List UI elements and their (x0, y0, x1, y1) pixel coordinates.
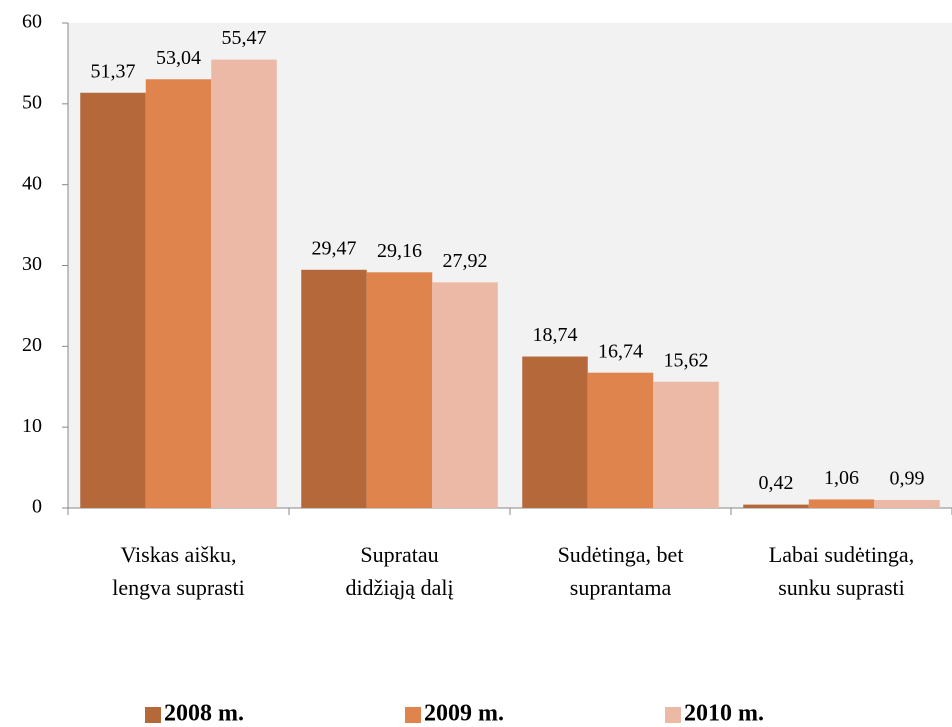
y-tick-label: 10 (22, 415, 42, 437)
bar (145, 79, 212, 508)
value-label: 29,47 (312, 237, 357, 259)
bar (808, 499, 875, 508)
bar (874, 499, 940, 508)
y-tick-label: 50 (22, 91, 42, 113)
legend-swatch (405, 707, 421, 723)
bar (743, 504, 809, 508)
value-label: 16,74 (598, 340, 643, 362)
y-tick-label: 40 (22, 172, 42, 194)
y-tick-label: 20 (22, 334, 42, 356)
value-label: 29,16 (377, 240, 422, 262)
bar (80, 92, 146, 509)
x-tick-label: Labai sudėtinga, sunku suprasti (768, 542, 915, 600)
bar (301, 269, 367, 508)
value-label: 1,06 (824, 467, 859, 489)
bar (432, 282, 498, 508)
legend-swatch (665, 707, 681, 723)
value-label: 0,42 (759, 472, 794, 494)
bar (366, 272, 433, 508)
bar (522, 356, 588, 508)
y-tick-label: 30 (22, 253, 42, 275)
value-label: 55,47 (222, 27, 267, 49)
y-tick-label: 60 (22, 11, 42, 33)
value-label: 51,37 (91, 60, 136, 82)
legend-label: 2010 m. (684, 701, 764, 727)
x-tick-label: Viskas aišku, lengva suprasti (112, 542, 245, 600)
bar (211, 59, 277, 509)
x-tick-label: Sudėtinga, bet suprantama (557, 542, 684, 600)
value-label: 15,62 (664, 349, 709, 371)
legend-label: 2008 m. (164, 701, 244, 727)
value-label: 53,04 (156, 47, 201, 69)
legend-swatch (145, 707, 161, 723)
y-tick-label: 0 (32, 496, 42, 518)
x-tick-label: Supratau didžiąją dalį (345, 542, 454, 600)
bar (587, 372, 654, 508)
value-label: 18,74 (533, 324, 578, 346)
legend-label: 2009 m. (424, 701, 504, 727)
bar (653, 381, 719, 508)
value-label: 27,92 (443, 250, 488, 272)
value-label: 0,99 (890, 468, 925, 490)
